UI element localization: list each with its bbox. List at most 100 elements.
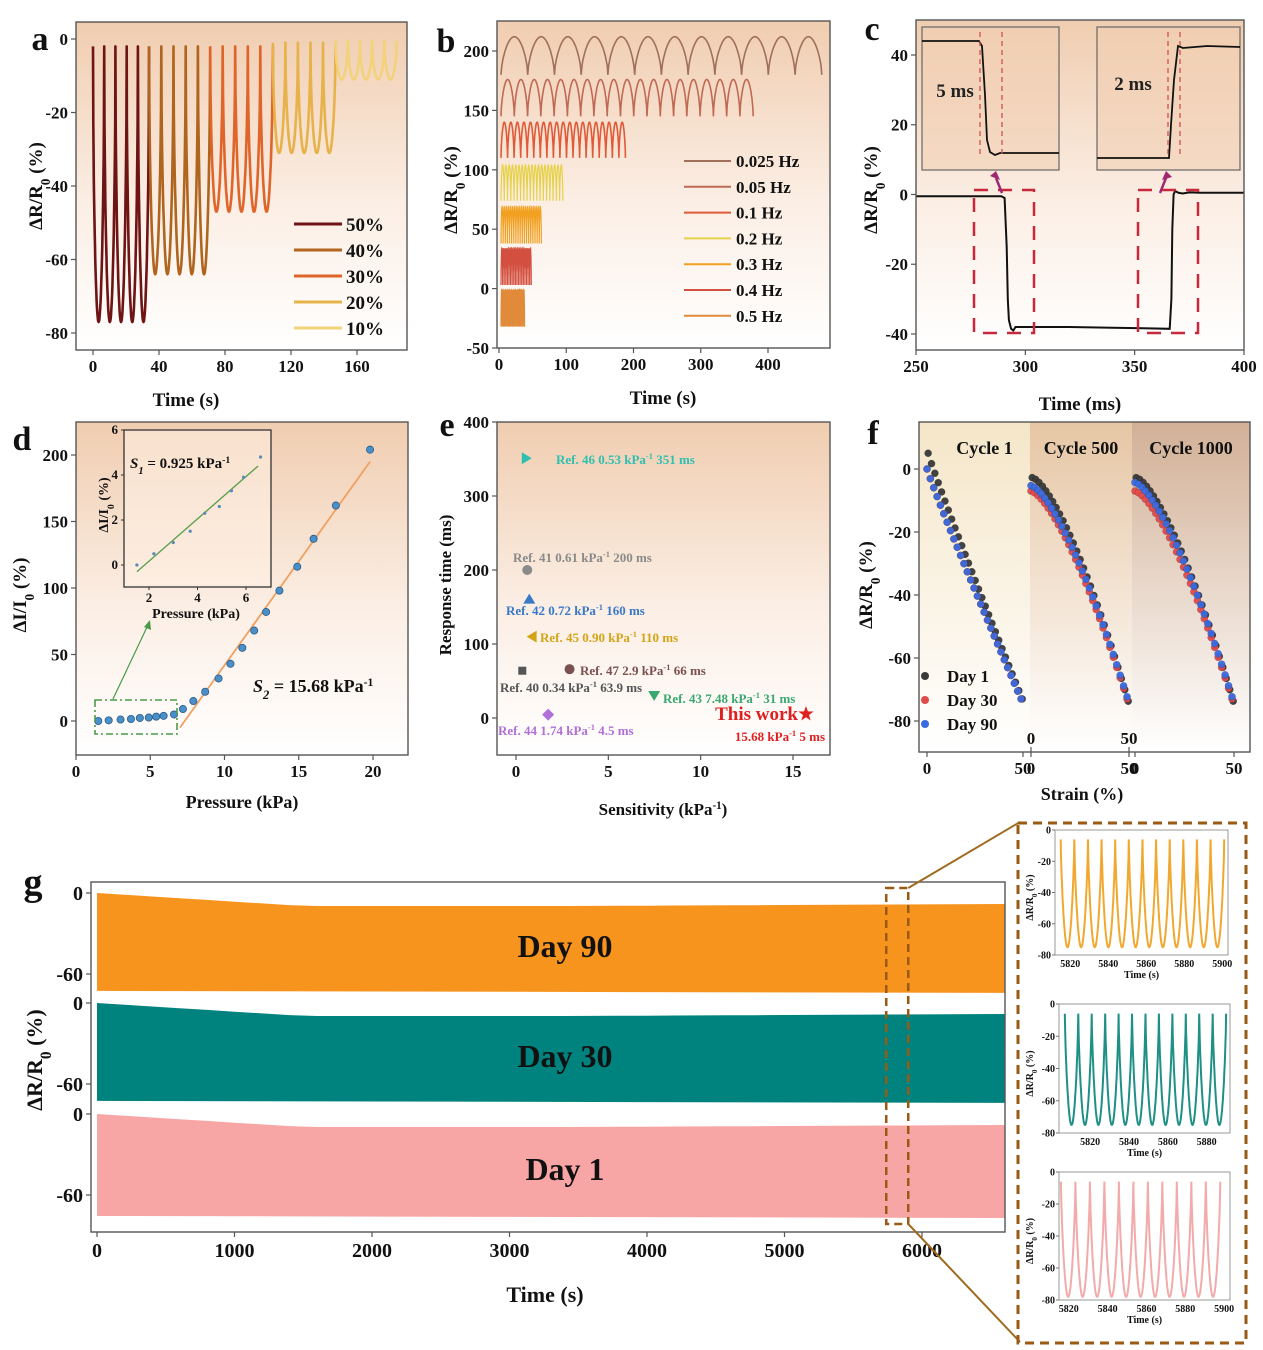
data-point <box>152 712 161 721</box>
y-axis-title-part: (%) <box>1025 874 1036 893</box>
point-label-part: -1 <box>646 451 653 461</box>
y-axis-title-part: 0 <box>22 594 37 601</box>
y-axis-title: ΔR/R0 (%) <box>22 1009 55 1111</box>
inset-duration-label: 2 ms <box>1114 74 1151 95</box>
inset-x-tick-label: 5840 <box>1098 1304 1118 1315</box>
legend-label: 0.025 Hz <box>736 152 800 171</box>
inset-trace <box>1097 44 1241 159</box>
x-tick-label: 4000 <box>627 1240 667 1262</box>
plot-background <box>497 422 830 755</box>
marker-circle <box>522 565 533 575</box>
band-day-1 <box>97 1114 1005 1218</box>
y-axis-title-part: (%) <box>1025 1218 1036 1237</box>
legend-label: Day 30 <box>947 691 998 710</box>
band-label: Day 1 <box>525 1151 604 1187</box>
inset-x-axis-title: Pressure (kPa) <box>152 607 240 622</box>
y-tick-label: -50 <box>466 339 489 358</box>
inset-data-point <box>152 552 156 556</box>
point-sublabel: 15.68 kPa-1 5 ms <box>735 728 825 744</box>
point-label: Ref. 45 0.90 kPa-1 110 ms <box>540 629 678 645</box>
y-tick-label: -60 <box>45 250 68 269</box>
inset-x-tick-label: 5900 <box>1214 1304 1234 1315</box>
y-tick-label: -20 <box>888 523 911 542</box>
inset-duration-label: 5 ms <box>936 81 973 102</box>
x-axis-title: Strain (%) <box>1041 784 1124 805</box>
data-point-day-90 <box>1013 687 1022 695</box>
panel-letter: b <box>437 23 456 60</box>
data-point-day-90 <box>997 648 1005 656</box>
data-point-day-90 <box>1119 681 1128 690</box>
data-point-day-1 <box>934 478 943 487</box>
inset-data-point <box>258 455 263 459</box>
point-label-part: Ref. 46 0.53 kPa <box>556 452 646 467</box>
data-point-day-90 <box>1044 499 1053 507</box>
legend-label: 0.2 Hz <box>736 229 783 248</box>
data-point-day-90 <box>1221 671 1229 679</box>
series-line-0-025-Hz <box>500 35 823 75</box>
inset-trace <box>1059 1181 1222 1298</box>
inset-y-tick-label: 0 <box>1050 1168 1055 1179</box>
data-point-day-90 <box>1095 611 1104 620</box>
inset-x-tick-label: 4 <box>194 590 201 605</box>
marker-diamond <box>542 708 555 721</box>
plot-border <box>496 421 831 756</box>
series-line-40pct <box>147 45 212 276</box>
y-tick-label: -80 <box>45 324 68 343</box>
x-tick-label-inner: 0 <box>1027 729 1036 748</box>
inset-y-tick-label: -40 <box>1042 1232 1055 1243</box>
inset-fall: 5 ms <box>921 26 1060 171</box>
annotation-s1-part: -1 <box>222 455 230 466</box>
point-label-part: -1 <box>596 602 603 612</box>
x-tick-label: 0 <box>92 1240 102 1262</box>
y-axis-title-part: ΔR/R <box>856 584 877 629</box>
y-axis-title-part: ΔR/R <box>861 189 882 234</box>
point-label-part: 200 ms <box>610 550 652 565</box>
data-point-day-90 <box>1217 660 1226 669</box>
y-tick-label: 100 <box>464 635 490 654</box>
inset-frame <box>921 26 1060 171</box>
y-axis-title: ΔR/R0 (%) <box>856 541 883 629</box>
y-tick-label: 0 <box>903 460 912 479</box>
point-label-part: Ref. 43 7.48 kPa <box>663 691 753 706</box>
data-point-day-90 <box>980 608 988 616</box>
annotation-s2-part: -1 <box>364 676 374 689</box>
band-day-90 <box>97 893 1005 993</box>
legend-marker <box>921 720 929 728</box>
y-axis-title-part: (%) <box>26 142 47 178</box>
data-point <box>116 715 125 724</box>
x-tick-label: 400 <box>755 355 781 374</box>
segment-title: Cycle 1 <box>956 438 1012 458</box>
data-point-day-90 <box>960 559 968 568</box>
panel-letter: d <box>13 421 32 458</box>
point-label-part: 110 ms <box>637 630 678 645</box>
legend-label: 0.3 Hz <box>736 255 783 274</box>
data-point-day-90 <box>1176 549 1184 557</box>
inset-y-tick-label: -20 <box>1042 1200 1055 1211</box>
data-point-day-90 <box>1068 543 1077 552</box>
data-point-day-90 <box>1078 567 1087 575</box>
y-axis-title-part: ΔR/R <box>1025 1240 1036 1264</box>
data-point <box>238 643 247 652</box>
data-point-day-90 <box>1158 513 1167 522</box>
arrow-icon <box>1158 177 1168 194</box>
arrow-icon <box>994 177 1004 194</box>
x-tick-label: 350 <box>1122 357 1148 376</box>
y-axis-title-part: 0 <box>873 182 888 189</box>
annotation-s2-part: 2 <box>262 688 270 702</box>
arrow-icon <box>112 624 149 700</box>
point-label-part: 31 ms <box>760 691 795 706</box>
y-tick-label: 200 <box>43 446 69 465</box>
y-axis-title: ΔI/I0 (%) <box>97 477 117 533</box>
inset-y-tick-label: 0 <box>1046 826 1051 837</box>
y-axis-title-part: ΔR/R <box>1025 1072 1036 1096</box>
x-tick-label: 15 <box>290 762 307 781</box>
data-point-day-90 <box>1172 541 1181 550</box>
y-tick-label: -40 <box>45 177 68 196</box>
plot-border <box>496 20 831 349</box>
data-point-day-90 <box>970 584 978 592</box>
y-tick-label: 150 <box>43 512 69 531</box>
inset-x-tick-label: 6 <box>243 590 250 605</box>
y-tick-label: 0 <box>60 30 69 49</box>
